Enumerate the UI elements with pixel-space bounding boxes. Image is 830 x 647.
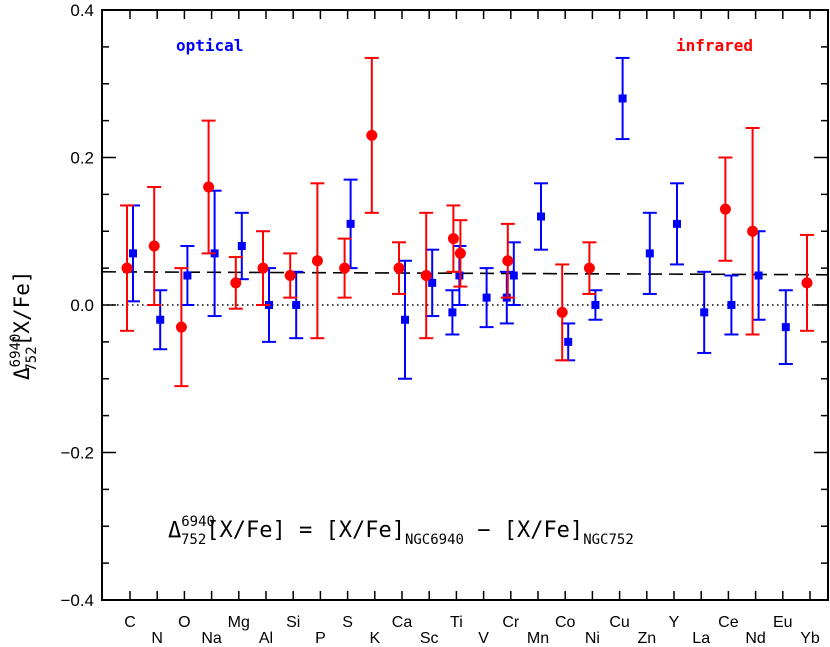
data-point-infrared [148, 240, 160, 252]
series-optical [126, 56, 793, 380]
y-tick-label: −0.4 [60, 591, 94, 610]
x-tick-label-zn: Zn [637, 630, 656, 647]
x-tick-label-sc: Sc [420, 630, 439, 647]
data-point-infrared [502, 255, 514, 267]
data-point-optical [401, 315, 409, 324]
data-point-infrared [203, 181, 215, 193]
y-axis-title: Δ6940752[X/Fe] [8, 270, 40, 380]
x-tick-label-al: Al [259, 630, 273, 647]
data-point-infrared [393, 262, 405, 274]
reference-line-mean [101, 271, 829, 276]
y-tick-label: −0.2 [60, 444, 94, 463]
data-point-optical [754, 271, 763, 280]
data-point-optical [591, 301, 600, 309]
x-tick-label-co: Co [555, 614, 576, 631]
data-point-infrared [121, 262, 133, 274]
data-point-optical [482, 293, 491, 302]
y-tick-label: 0.0 [70, 296, 94, 315]
data-point-infrared [284, 270, 296, 281]
data-point-optical [618, 94, 627, 103]
series-infrared [120, 56, 814, 388]
data-point-infrared [230, 277, 242, 289]
y-tick-label: 0.4 [70, 1, 94, 20]
x-tick-label-si: Si [286, 614, 300, 631]
data-point-optical [645, 249, 654, 258]
equation-sub2: NGC752 [583, 532, 634, 548]
data-point-optical [564, 337, 573, 346]
data-point-infrared [366, 129, 378, 141]
equation-sub1: NGC6940 [405, 532, 464, 548]
data-point-optical [129, 249, 137, 258]
x-tick-label-ni: Ni [585, 630, 600, 647]
x-tick-label-ca: Ca [392, 614, 413, 631]
x-tick-label-s: S [342, 614, 353, 631]
x-tick-label-p: P [315, 630, 326, 647]
series [120, 56, 814, 388]
x-tick-label-na: Na [201, 630, 222, 647]
equation-mid: − [X/Fe] [464, 518, 583, 543]
data-point-optical [183, 271, 192, 280]
data-point-infrared [583, 262, 595, 274]
x-tick-label-yb: Yb [800, 630, 820, 647]
x-tick-label-v: V [478, 630, 489, 647]
equation-sup: 6940 [181, 514, 215, 530]
data-point-infrared [454, 247, 466, 259]
y-axis-title-rest: [X/Fe] [10, 270, 34, 346]
data-point-optical [346, 219, 355, 228]
x-tick-label-n: N [151, 630, 163, 647]
equation-annotation: Δ6940 752[X/Fe] = [X/Fe]NGC6940 − [X/Fe]N… [168, 514, 634, 548]
data-point-infrared [747, 225, 759, 237]
data-point-optical [292, 301, 301, 309]
equation-lhs: [X/Fe] = [X/Fe] [206, 518, 405, 543]
x-tick-label-o: O [178, 614, 190, 631]
labels: optical infrared Δ6940752[X/Fe] Δ6940 752… [8, 36, 753, 548]
data-point-infrared [311, 255, 323, 267]
data-point-infrared [257, 262, 269, 274]
data-point-infrared [801, 277, 813, 289]
y-axis-title-sup: 6940 [8, 334, 24, 368]
x-tick-label-ce: Ce [718, 614, 739, 631]
data-point-optical [700, 308, 709, 317]
x-tick-label-k: K [369, 630, 380, 647]
axes: 0.4 0.2 0.0 −0.2 −0.4 CNO Na Mg Al Si PSK Ca Sc Ti V Cr… [60, 1, 829, 647]
equation-sub: 752 [181, 532, 206, 548]
data-point-optical [156, 315, 165, 324]
x-tick-label-nd: Nd [745, 630, 765, 647]
x-tick-label-c: C [124, 614, 136, 631]
x-tick-label-cr: Cr [502, 614, 520, 631]
data-point-optical [448, 308, 457, 317]
y-axis-title-sub: 752 [24, 346, 40, 371]
x-tick-label-y: Y [669, 614, 680, 631]
data-point-infrared [719, 203, 731, 215]
data-point-optical [537, 212, 545, 221]
data-point-optical [673, 219, 681, 228]
data-point-infrared [175, 321, 187, 333]
legend-infrared: infrared [676, 36, 753, 55]
reference-lines [101, 271, 829, 306]
data-point-infrared [556, 306, 568, 318]
data-point-infrared [420, 270, 432, 281]
y-tick-label: 0.2 [70, 149, 94, 168]
x-tick-label-la: La [692, 630, 710, 647]
x-tick-label-cu: Cu [609, 614, 629, 631]
data-point-optical [428, 278, 437, 287]
x-tick-label-mg: Mg [228, 614, 250, 631]
data-point-optical [781, 323, 790, 332]
x-tick-label-eu: Eu [773, 614, 793, 631]
equation-delta: Δ [168, 518, 181, 543]
data-point-optical [727, 301, 736, 309]
data-point-optical [237, 242, 246, 250]
y-axis-title-delta: Δ [10, 367, 34, 380]
data-point-infrared [339, 262, 351, 274]
data-point-optical [509, 271, 518, 280]
x-tick-label-ti: Ti [450, 614, 463, 631]
x-tick-label-mn: Mn [527, 630, 549, 647]
data-point-infrared [447, 233, 459, 245]
legend-optical: optical [176, 36, 243, 55]
